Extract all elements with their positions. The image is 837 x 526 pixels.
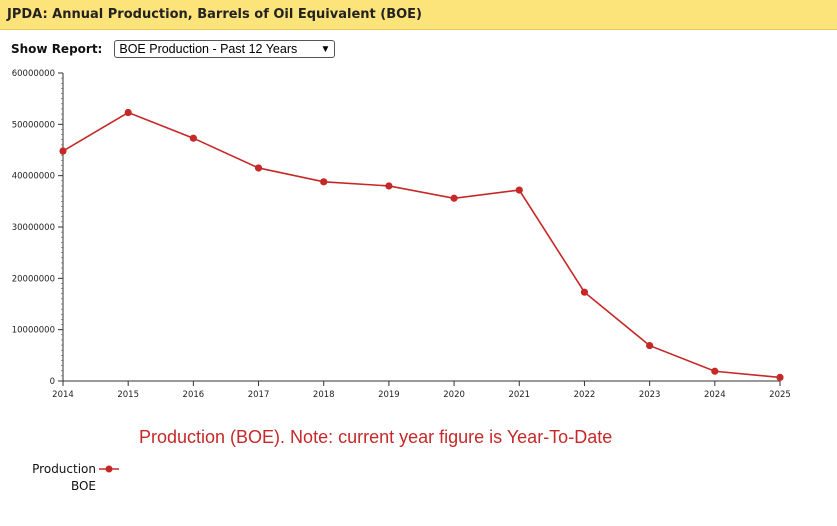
y-tick-label: 50000000 — [12, 120, 55, 130]
legend-label: Production BOE — [28, 461, 96, 495]
legend-swatch — [99, 465, 119, 473]
report-select-value: BOE Production - Past 12 Years — [119, 42, 298, 56]
x-tick-label: 2025 — [769, 390, 791, 400]
data-point — [580, 288, 589, 296]
data-point — [59, 147, 67, 155]
y-tick-label: 20000000 — [12, 274, 55, 284]
data-point — [189, 134, 197, 142]
x-tick-label: 2021 — [508, 390, 530, 400]
chevron-down-icon: ▼ — [320, 44, 331, 55]
x-tick-label: 2020 — [443, 390, 465, 400]
data-point — [776, 373, 784, 382]
data-point — [385, 182, 393, 190]
report-selector-row: Show Report: BOE Production - Past 12 Ye… — [11, 39, 336, 59]
y-tick-label: 0 — [50, 377, 55, 387]
production-chart: 0 10000000 20000000 30000000 40000000 5000000… — [12, 69, 791, 400]
data-point — [124, 108, 132, 117]
x-tick-label: 2015 — [117, 390, 139, 400]
legend-label-line2: BOE — [70, 479, 96, 493]
x-tick-label: 2022 — [574, 390, 596, 400]
header-bar: JPDA: Annual Production, Barrels of Oil … — [0, 0, 837, 30]
chart-legend: Production BOE — [28, 461, 120, 495]
y-tick-label: 60000000 — [12, 69, 55, 79]
x-tick-label: 2024 — [704, 390, 726, 400]
x-tick-label: 2014 — [52, 390, 74, 400]
data-point — [711, 367, 719, 375]
x-tick-label: 2018 — [313, 390, 335, 400]
page-title: JPDA: Annual Production, Barrels of Oil … — [7, 7, 422, 22]
legend-swatch-marker — [105, 465, 113, 473]
y-tick-label: 10000000 — [12, 326, 55, 336]
series-line — [62, 111, 781, 379]
data-point — [450, 194, 458, 202]
x-tick-label: 2019 — [378, 390, 400, 400]
show-report-label: Show Report: — [11, 42, 103, 56]
x-tick-label: 2017 — [248, 390, 270, 400]
chart-caption: Production (BOE). Note: current year fig… — [139, 427, 613, 447]
data-point — [320, 178, 328, 186]
y-tick-label: 30000000 — [12, 223, 55, 233]
report-select[interactable]: BOE Production - Past 12 Years ▼ — [114, 40, 336, 58]
legend-label-line1: Production — [32, 462, 96, 476]
x-tick-label: 2016 — [183, 390, 205, 400]
x-tick-label: 2023 — [639, 390, 661, 400]
y-tick-label: 40000000 — [12, 172, 55, 182]
data-point — [646, 341, 654, 350]
data-point — [515, 186, 523, 194]
data-point — [254, 164, 263, 172]
